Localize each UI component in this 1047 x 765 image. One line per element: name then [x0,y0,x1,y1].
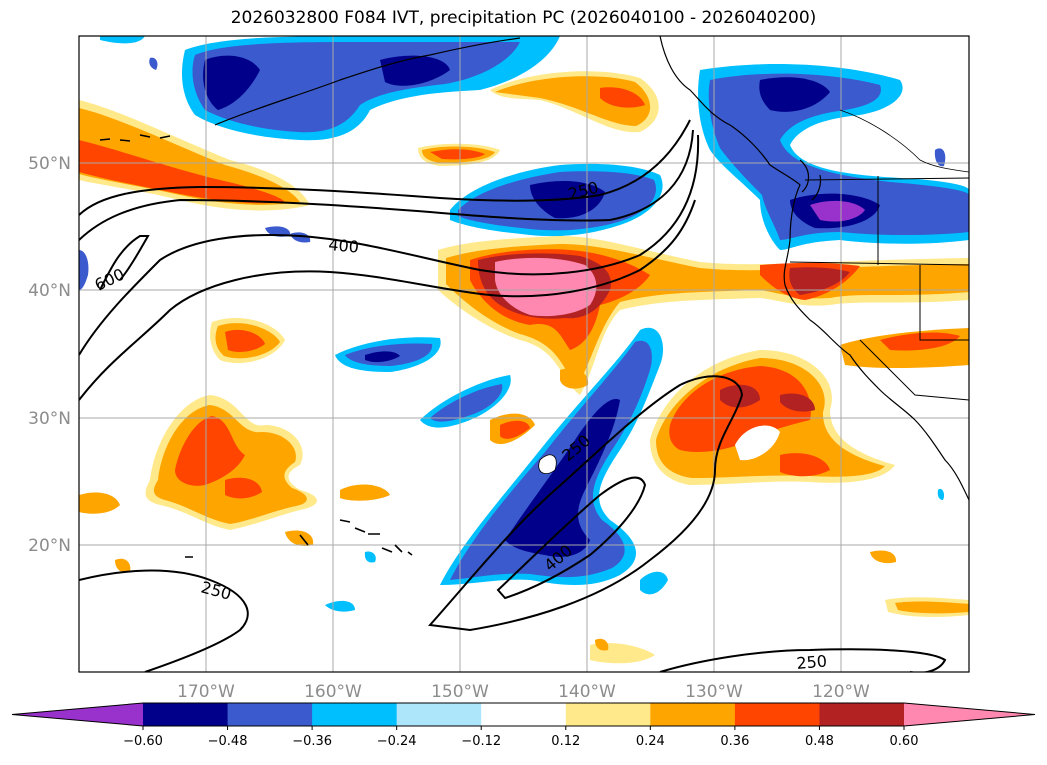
lon-tick: 170°W [177,682,235,702]
map-frame [78,35,970,673]
colorbar-segment [396,703,482,726]
map-title: 2026032800 F084 IVT, precipitation PC (2… [230,8,817,28]
colorbar-tick-label: −0.12 [461,734,501,749]
colorbar-segment [227,703,313,726]
colorbar-tick-label: 0.36 [720,734,749,749]
colorbar-segment [734,703,820,726]
lat-tick: 20°N [28,536,71,556]
colorbar-segment [650,703,736,726]
ivt-label: 400 [328,235,360,257]
colorbar-segment [565,703,651,726]
colorbar-tick-label: −0.24 [377,734,417,749]
colorbar-tick-label: 0.60 [890,734,919,749]
lat-tick-labels: 50°N 40°N 30°N 20°N [28,154,71,556]
colorbar-tick-label: −0.48 [208,734,248,749]
colorbar-extend-min [12,703,143,726]
colorbar-tick-label: 0.12 [551,734,580,749]
lon-tick: 140°W [558,682,616,702]
lon-tick: 130°W [685,682,743,702]
colorbar-segment [819,703,905,726]
colorbar-tick-label: −0.60 [123,734,163,749]
lat-tick: 50°N [28,154,71,174]
colorbar-tick-label: 0.24 [636,734,665,749]
colorbar-segment [143,703,229,726]
gridlines [79,36,969,672]
lat-tick: 40°N [28,281,71,301]
ivt-label: 250 [796,651,828,673]
lon-tick: 160°W [304,682,362,702]
colorbar-tick-label: −0.36 [292,734,332,749]
lon-tick-labels: 170°W 160°W 150°W 140°W 130°W 120°W [177,682,870,702]
lon-tick: 120°W [812,682,870,702]
ivt-contours [79,119,947,672]
lon-tick: 150°W [431,682,489,702]
colorbar-segment [312,703,398,726]
colorbar-extend-max [904,703,1035,726]
colorbar-tick-label: 0.48 [805,734,834,749]
colorbar-segment [481,703,567,726]
precip-pc-field [79,36,969,664]
colorbar: −0.60 −0.48 −0.36 −0.24 −0.12 0.12 0.24 0.36 0.4… [11,702,1036,749]
coastlines [99,36,969,558]
lat-tick: 30°N [28,409,71,429]
